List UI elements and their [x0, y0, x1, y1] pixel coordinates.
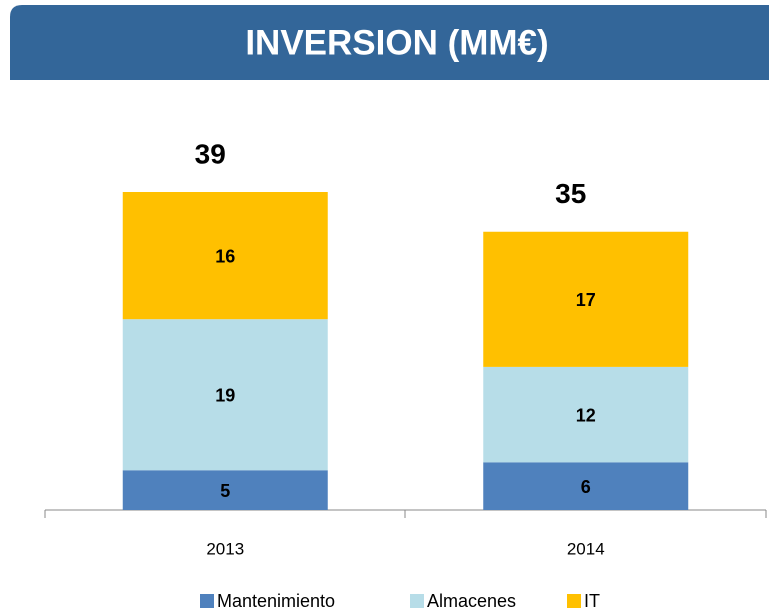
legend-label: Almacenes [427, 591, 516, 610]
bar-segment [483, 366, 689, 463]
data-label: 17 [576, 290, 596, 310]
bar-segment [122, 470, 328, 510]
legend-swatch [567, 594, 581, 608]
bar-segment [122, 319, 328, 471]
legend-label: Mantenimiento [217, 591, 335, 610]
bar-segment [483, 462, 689, 510]
data-label: 16 [215, 246, 235, 266]
x-tick-label: 2014 [567, 539, 605, 558]
data-label: 19 [215, 385, 235, 405]
data-label: 5 [220, 481, 230, 501]
bar-segment [483, 231, 689, 367]
bar-segment [122, 192, 328, 320]
data-label: 12 [576, 405, 596, 425]
chart-title: INVERSION (MM€) [245, 23, 548, 62]
data-label: 6 [581, 477, 591, 497]
legend-swatch [200, 594, 214, 608]
title-banner [10, 5, 769, 80]
x-tick-label: 2013 [206, 539, 244, 558]
legend-label: IT [584, 591, 600, 610]
total-label: 39 [195, 138, 226, 169]
legend-swatch [410, 594, 424, 608]
total-label: 35 [555, 178, 586, 209]
